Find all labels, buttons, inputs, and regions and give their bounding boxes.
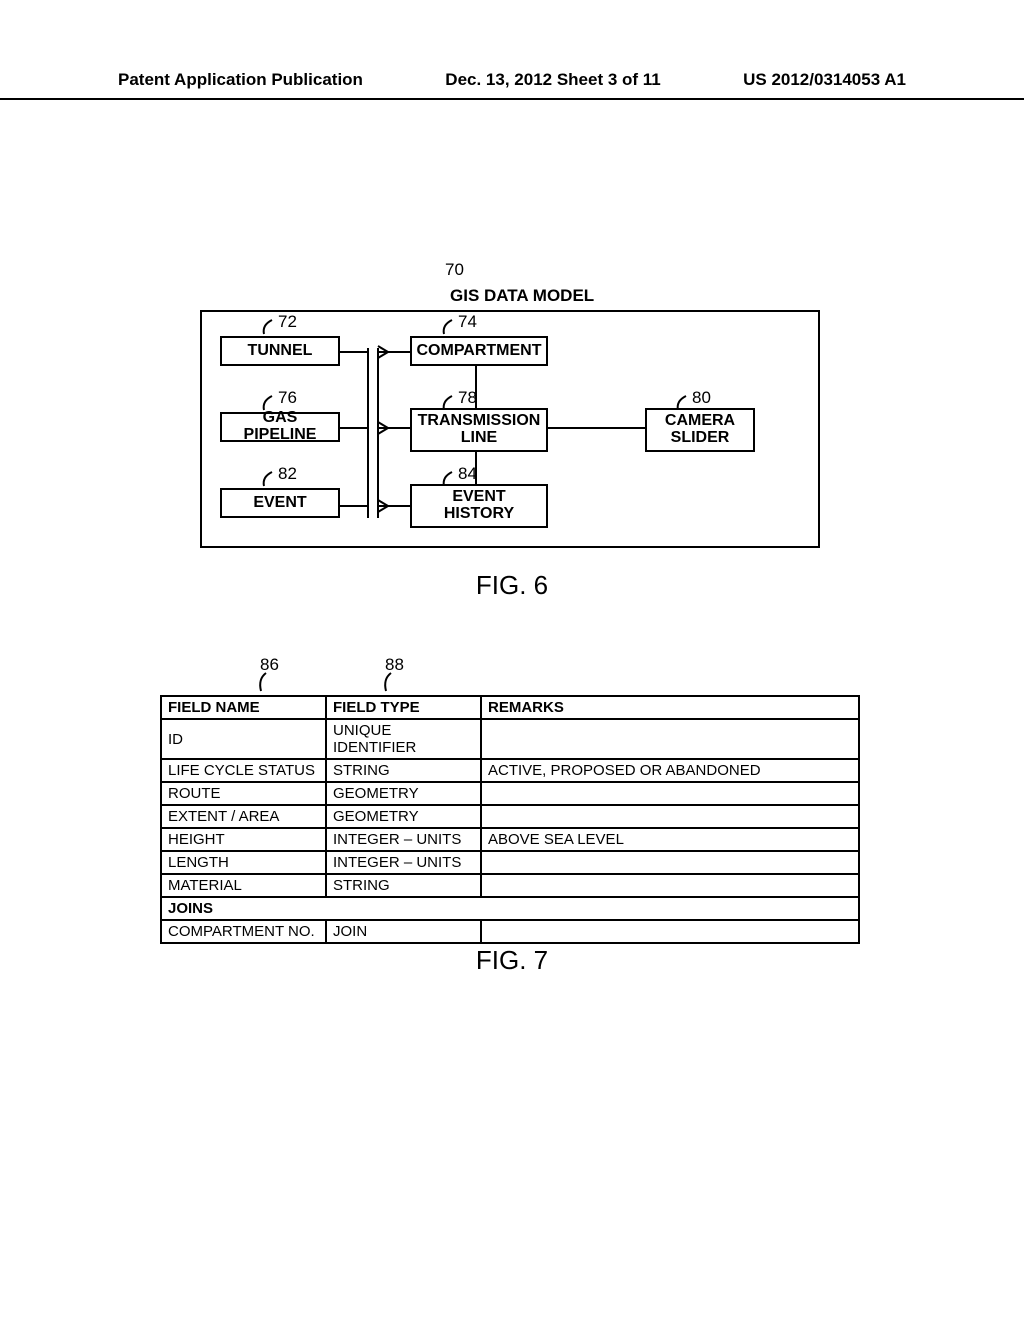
fig6-gas-box: GAS PIPELINE	[220, 412, 340, 442]
fig7-header-row: FIELD NAME FIELD TYPE REMARKS	[161, 696, 859, 719]
table-row: IDUNIQUE IDENTIFIER	[161, 719, 859, 759]
fig6-event-num: 82	[278, 464, 297, 484]
table-row: MATERIALSTRING	[161, 874, 859, 897]
fig6-tunnel-num: 72	[278, 312, 297, 332]
fig6-trans-num: 78	[458, 388, 477, 408]
fig7-h2: REMARKS	[481, 696, 859, 719]
table-row: HEIGHTINTEGER – UNITSABOVE SEA LEVEL	[161, 828, 859, 851]
fig6-compartment-num: 74	[458, 312, 477, 332]
fig6-compartment-box: COMPARTMENT	[410, 336, 548, 366]
fig6-trans-box: TRANSMISSION LINE	[410, 408, 548, 452]
header-center: Dec. 13, 2012 Sheet 3 of 11	[445, 70, 660, 90]
fig6-camera-num: 80	[692, 388, 711, 408]
fig6-event-box: EVENT	[220, 488, 340, 518]
fig6-tunnel-box: TUNNEL	[220, 336, 340, 366]
table-row: LENGTHINTEGER – UNITS	[161, 851, 859, 874]
fig6-diagram: 70 GIS DATA MODEL	[200, 260, 850, 550]
fig7-area: 86 88 FIELD NAME FIELD TYPE REMARKS IDUN…	[160, 655, 860, 944]
fig6-title-text: GIS DATA MODEL	[450, 286, 594, 306]
header-right: US 2012/0314053 A1	[743, 70, 906, 90]
table-row: EXTENT / AREAGEOMETRY	[161, 805, 859, 828]
fig7-h1: FIELD TYPE	[326, 696, 481, 719]
table-row: ROUTEGEOMETRY	[161, 782, 859, 805]
fig6-title-num: 70	[445, 260, 464, 280]
fig6-evhist-box: EVENT HISTORY	[410, 484, 548, 528]
fig7-h0: FIELD NAME	[161, 696, 326, 719]
fig7-table: FIELD NAME FIELD TYPE REMARKS IDUNIQUE I…	[160, 695, 860, 944]
header-left: Patent Application Publication	[118, 70, 363, 90]
table-row: COMPARTMENT NO.JOIN	[161, 920, 859, 943]
fig7-joins-row: JOINS	[161, 897, 859, 920]
fig6-caption: FIG. 6	[0, 570, 1024, 601]
table-row: LIFE CYCLE STATUSSTRINGACTIVE, PROPOSED …	[161, 759, 859, 782]
page-header: Patent Application Publication Dec. 13, …	[0, 70, 1024, 100]
fig7-caption: FIG. 7	[0, 945, 1024, 976]
fig7-lead-lines	[160, 671, 480, 697]
fig6-evhist-num: 84	[458, 464, 477, 484]
page: Patent Application Publication Dec. 13, …	[0, 0, 1024, 1320]
fig6-camera-box: CAMERA SLIDER	[645, 408, 755, 452]
fig6-gas-num: 76	[278, 388, 297, 408]
